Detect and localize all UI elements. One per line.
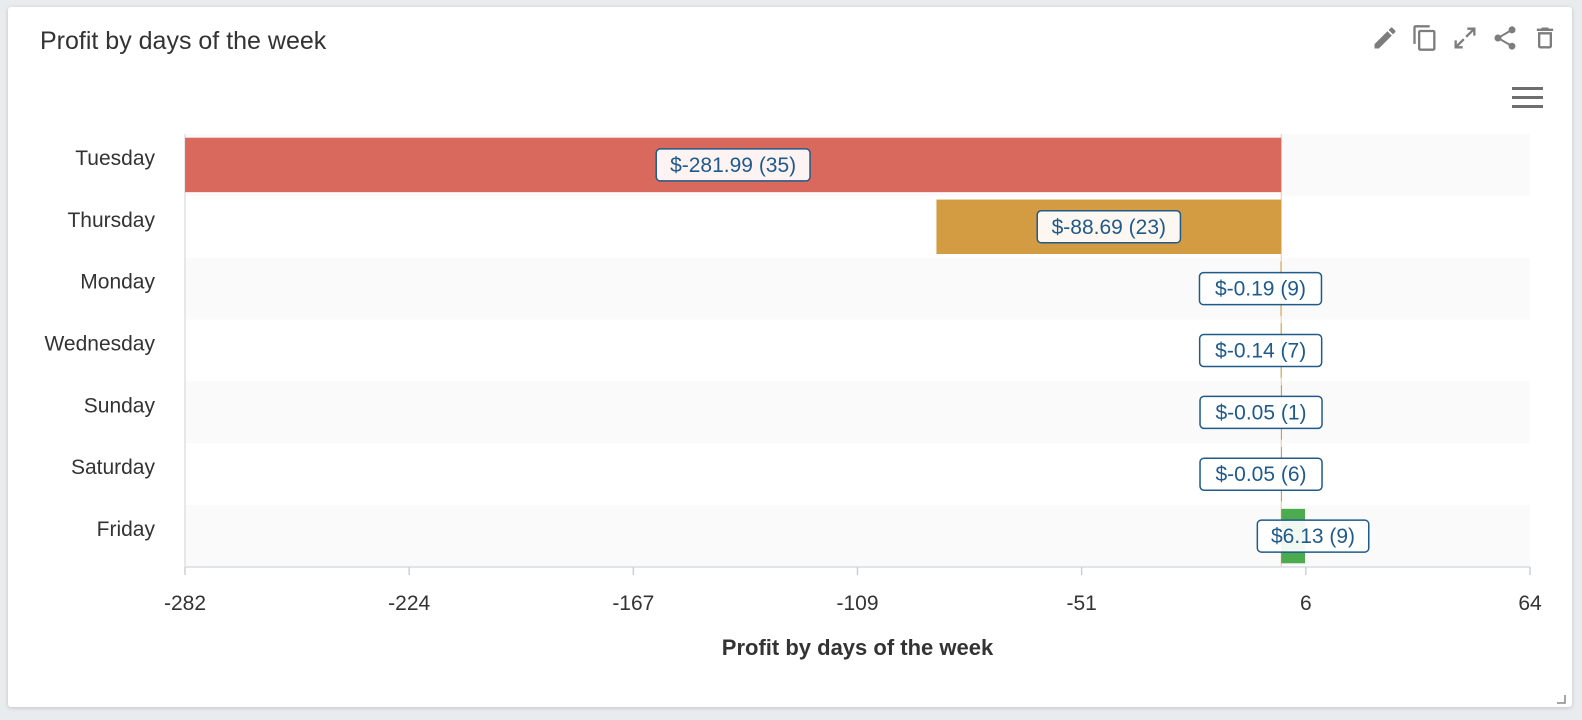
data-label-box xyxy=(1198,333,1323,368)
row-band xyxy=(185,257,1530,320)
x-axis-title: Profit by days of the week xyxy=(722,635,994,660)
category-label: Saturday xyxy=(71,456,156,479)
category-label: Friday xyxy=(97,518,156,541)
share-button[interactable] xyxy=(1488,21,1522,55)
data-label: $-0.14 (7) xyxy=(1198,333,1323,368)
data-label-text: $-0.14 (7) xyxy=(1215,340,1306,363)
chart-widget: Profit by days of the week -282 -224 -167-… xyxy=(8,7,1572,707)
category-label: Tuesday xyxy=(75,147,155,170)
copy-icon xyxy=(1413,25,1436,51)
data-label-text: $-88.69 (23) xyxy=(1052,216,1166,239)
chart-menu-button[interactable] xyxy=(1510,83,1546,113)
category-label: Monday xyxy=(80,271,155,294)
data-label: $-88.69 (23) xyxy=(1036,210,1182,244)
trash-icon xyxy=(1536,27,1554,49)
duplicate-button[interactable] xyxy=(1408,21,1442,55)
data-label-box xyxy=(1199,457,1323,491)
x-tick-label: -167 xyxy=(612,592,654,615)
data-label-box xyxy=(1199,395,1323,430)
bar-chart: -282 -224 -167 -109 -51 6 64 Profit by days of … xyxy=(44,134,1542,660)
x-tick-label: -282 xyxy=(164,592,206,615)
x-tick-label: 64 xyxy=(1518,592,1542,615)
data-label-box xyxy=(1256,519,1370,553)
data-label: $-0.05 (6) xyxy=(1199,457,1323,491)
delete-button[interactable] xyxy=(1528,21,1562,55)
resize-handle[interactable] xyxy=(1556,691,1566,704)
data-label: $-0.19 (9) xyxy=(1198,271,1323,306)
row-band xyxy=(185,381,1530,444)
data-label-box xyxy=(655,148,811,182)
data-label-text: $-0.05 (6) xyxy=(1215,463,1306,486)
data-label: $-281.99 (35) xyxy=(655,148,811,182)
data-label-box xyxy=(1198,271,1323,306)
widget-title: Profit by days of the week xyxy=(40,27,327,55)
x-tick-label: -224 xyxy=(388,592,430,615)
hamburger-menu-icon xyxy=(1512,87,1543,90)
widget-toolbar xyxy=(1368,21,1562,55)
share-icon xyxy=(1494,26,1516,50)
data-label-text: $-0.05 (1) xyxy=(1215,401,1306,424)
data-label-box xyxy=(1036,210,1182,244)
category-label: Wednesday xyxy=(44,333,155,356)
expand-button[interactable] xyxy=(1448,21,1482,55)
x-tick-label: -51 xyxy=(1066,592,1096,615)
data-label: $6.13 (9) xyxy=(1256,519,1370,553)
resize-icon xyxy=(1557,695,1566,704)
x-tick-label: -109 xyxy=(836,592,878,615)
data-label-text: $-0.19 (9) xyxy=(1215,278,1306,301)
pencil-icon xyxy=(1374,27,1396,49)
data-label: $-0.05 (1) xyxy=(1199,395,1323,430)
data-label-text: $6.13 (9) xyxy=(1271,525,1355,548)
expand-icon xyxy=(1454,27,1476,49)
x-tick-label: 6 xyxy=(1300,592,1312,615)
data-label-text: $-281.99 (35) xyxy=(670,154,796,177)
category-label: Sunday xyxy=(84,394,156,417)
category-label: Thursday xyxy=(67,209,155,232)
edit-button[interactable] xyxy=(1368,21,1402,55)
